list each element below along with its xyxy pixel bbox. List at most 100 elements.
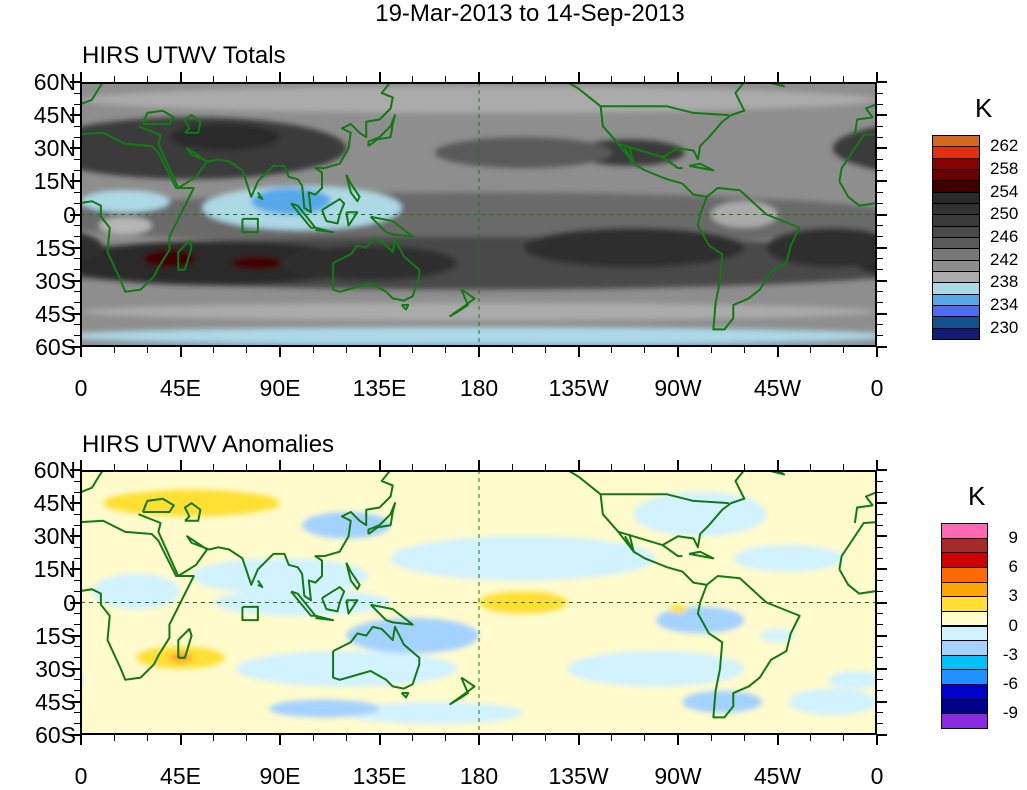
lon-tick-label: 180	[459, 375, 499, 401]
lon-minor-tick	[246, 347, 248, 353]
lon-minor-tick	[312, 76, 314, 82]
lat-minor-tick	[877, 624, 883, 626]
coastline	[346, 175, 359, 202]
colorbar-label: 3	[1008, 586, 1018, 606]
contour-region	[855, 333, 877, 339]
lat-minor-tick	[877, 712, 883, 714]
lon-major-tick	[776, 72, 779, 82]
lat-minor-tick	[877, 202, 883, 204]
colorbar-label: -3	[1002, 644, 1018, 664]
lat-major-tick	[70, 81, 80, 83]
lon-major-tick	[478, 735, 480, 745]
lat-tick-label: 60S	[35, 722, 76, 748]
lon-minor-tick	[743, 347, 745, 353]
contour-region	[733, 545, 844, 572]
lat-minor-tick	[74, 269, 80, 271]
coastline	[755, 470, 784, 474]
lat-major-tick	[70, 213, 80, 216]
lat-minor-tick	[74, 236, 80, 238]
lat-minor-tick	[74, 723, 80, 725]
lat-minor-tick	[74, 690, 80, 692]
coastline	[258, 580, 262, 587]
anomalies-panel-title: HIRS UTWV Anomalies	[82, 431, 335, 458]
colorbar-label: 6	[1008, 556, 1018, 576]
colorbar-label: -6	[1002, 674, 1018, 694]
lon-minor-tick	[644, 76, 646, 82]
colorbar-label: 258	[990, 159, 1019, 178]
lon-minor-tick	[345, 347, 347, 353]
lon-major-tick	[577, 347, 580, 357]
contour-region	[832, 207, 877, 231]
lat-major-tick	[877, 312, 887, 315]
contour-region	[142, 249, 196, 268]
colorbar-label: 242	[990, 249, 1019, 269]
lat-major-tick	[70, 147, 80, 150]
lon-minor-tick	[843, 464, 845, 470]
figure-title: 19-Mar-2013 to 14-Sep-2013	[375, 0, 685, 27]
coastline	[346, 563, 359, 590]
lon-minor-tick	[412, 464, 414, 470]
lat-tick-label: 0	[14, 203, 76, 227]
coastline	[450, 290, 474, 317]
lat-minor-tick	[74, 324, 80, 326]
lon-major-tick	[577, 72, 580, 82]
lat-minor-tick	[877, 613, 883, 615]
lon-major-tick	[279, 460, 281, 470]
lon-tick-label: 0	[74, 375, 88, 401]
lat-major-tick	[877, 81, 887, 83]
lat-minor-tick	[877, 579, 883, 581]
lon-minor-tick	[312, 347, 314, 353]
lon-minor-tick	[146, 735, 148, 741]
lat-major-tick	[70, 601, 80, 604]
lon-minor-tick	[810, 76, 812, 82]
lat-major-tick	[877, 346, 887, 348]
lat-tick-label: 30N	[33, 523, 76, 550]
colorbar-label: 246	[990, 227, 1019, 246]
lon-tick-label: 135W	[548, 763, 609, 789]
colorbar-label: 0	[1008, 615, 1018, 635]
lat-minor-tick	[877, 590, 883, 592]
contour-region	[81, 190, 170, 213]
lat-minor-tick	[877, 92, 883, 94]
colorbar-swatch	[941, 654, 988, 671]
lat-minor-tick	[74, 191, 80, 193]
colorbar-swatch	[941, 552, 988, 568]
lat-minor-tick	[74, 335, 80, 337]
lon-major-tick	[179, 735, 182, 745]
colorbar-unit: K	[968, 481, 986, 511]
lat-minor-tick	[74, 524, 80, 526]
coastline	[81, 470, 103, 523]
lat-major-tick	[877, 180, 887, 183]
colorbar-unit: K	[975, 93, 993, 123]
lat-minor-tick	[877, 302, 883, 304]
lon-minor-tick	[345, 464, 347, 470]
lon-major-tick	[577, 735, 580, 745]
contour-region	[655, 606, 745, 634]
lon-minor-tick	[544, 464, 546, 470]
coastline	[185, 115, 200, 133]
lat-tick-label: 45S	[35, 300, 76, 327]
colorbar-label: 238	[990, 272, 1019, 292]
lon-tick-label: 90W	[654, 375, 702, 401]
lat-major-tick	[877, 246, 887, 249]
lat-minor-tick	[877, 225, 883, 227]
lat-tick-label: 45S	[35, 688, 76, 715]
lon-major-tick	[179, 72, 182, 82]
coastline	[855, 470, 877, 523]
coastline	[368, 115, 395, 146]
lat-tick-label: 30S	[35, 655, 76, 682]
lon-tick-label: 135E	[352, 763, 407, 789]
lat-major-tick	[70, 667, 80, 670]
lat-tick-label: 15S	[35, 622, 76, 649]
lon-minor-tick	[345, 735, 347, 741]
coastline	[258, 192, 262, 199]
coastline	[625, 146, 634, 164]
coastline	[322, 587, 344, 611]
lat-minor-tick	[877, 169, 883, 171]
lat-major-tick	[877, 734, 887, 736]
colorbar-label: 254	[990, 181, 1019, 201]
colorbar-swatch	[941, 713, 988, 729]
lon-major-tick	[80, 347, 82, 357]
lon-major-tick	[876, 735, 878, 745]
lon-tick-label: 45E	[160, 375, 201, 401]
